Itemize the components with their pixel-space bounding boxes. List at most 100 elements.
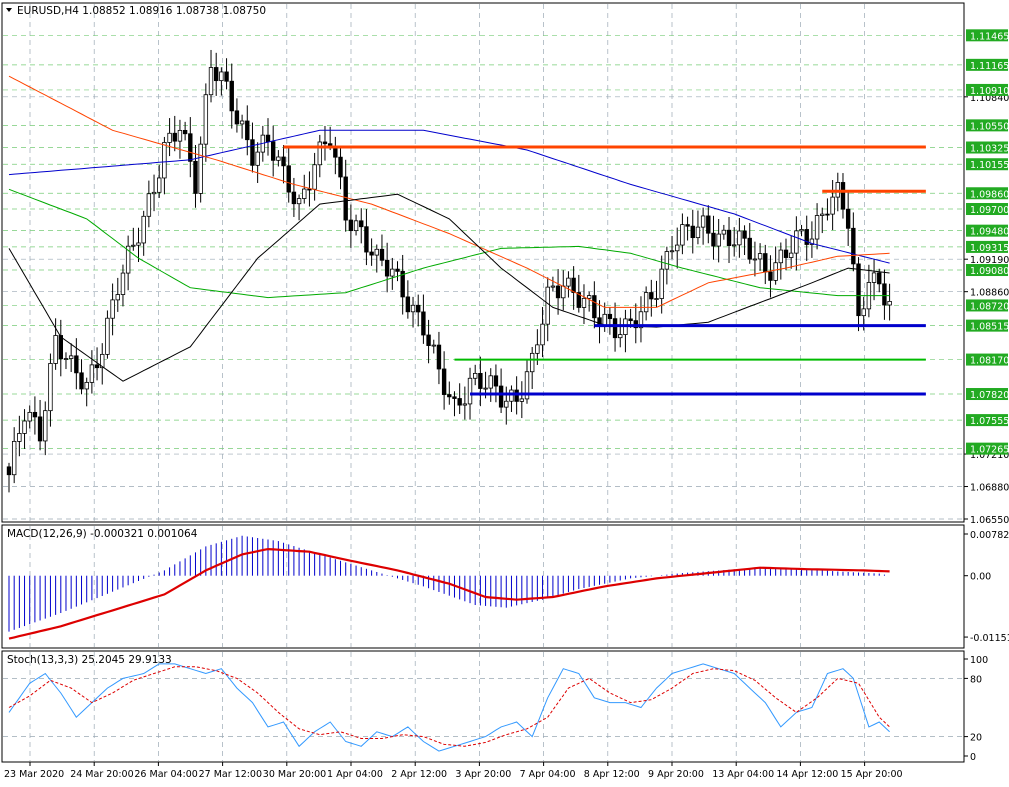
candle-bull[interactable] [203,94,209,145]
candle-bull[interactable] [219,71,224,82]
candle-bear[interactable] [6,466,12,476]
candle-bear[interactable] [384,259,390,277]
candle-bull[interactable] [602,313,607,327]
candle-bull[interactable] [100,353,105,369]
candle-bull[interactable] [700,215,706,228]
candle-bear[interactable] [369,251,374,256]
candle-bear[interactable] [416,304,421,313]
candle-bull[interactable] [22,420,27,434]
candle-bear[interactable] [307,188,312,191]
candle-bull[interactable] [136,242,141,246]
candle-bear[interactable] [286,165,291,193]
candle-bull[interactable] [814,215,820,240]
candle-bull[interactable] [752,258,758,261]
candle-bear[interactable] [193,160,198,194]
candle-bear[interactable] [172,132,177,142]
candle-bear[interactable] [711,232,716,247]
candle-bear[interactable] [877,272,882,285]
candle-bear[interactable] [436,344,442,370]
candle-bear[interactable] [94,364,100,369]
candle-bull[interactable] [669,250,675,253]
candle-bull[interactable] [157,177,162,193]
candle-bull[interactable] [788,252,794,258]
candle-bear[interactable] [343,176,348,221]
candle-bull[interactable] [141,215,146,244]
candle-bull[interactable] [462,403,468,406]
candle-bull[interactable] [820,213,825,216]
candle-bull[interactable] [887,300,892,306]
candle-bear[interactable] [405,296,411,313]
candle-bull[interactable] [643,292,649,313]
candle-bull[interactable] [483,387,488,390]
candle-bear[interactable] [514,389,519,402]
candle-bear[interactable] [245,120,250,141]
candle-bear[interactable] [234,110,240,125]
candle-bear[interactable] [250,139,255,166]
candles[interactable] [6,49,892,493]
candle-bear[interactable] [685,224,690,227]
candle-bull[interactable] [68,355,74,359]
candle-bear[interactable] [37,416,43,442]
candle-bear[interactable] [607,313,613,320]
candle-bull[interactable] [778,249,784,264]
candle-bull[interactable] [276,156,281,161]
candle-bull[interactable] [467,377,473,405]
candle-bull[interactable] [167,132,172,143]
candle-bull[interactable] [488,375,493,389]
candle-bull[interactable] [146,193,152,217]
candle-bear[interactable] [851,227,856,265]
candle-bear[interactable] [359,220,364,228]
candle-bear[interactable] [726,229,732,246]
candle-bull[interactable] [716,233,721,247]
candle-bear[interactable] [856,263,861,317]
horizontal-levels[interactable] [283,145,926,396]
candle-bull[interactable] [773,262,778,281]
macd-panel[interactable]: 0.007824 0.00 -0.011512 [1,524,1009,649]
candle-bear[interactable] [783,249,789,258]
candle-bear[interactable] [804,229,809,245]
candle-bear[interactable] [364,226,369,253]
candle-bear[interactable] [379,248,385,261]
candle-bear[interactable] [649,292,654,300]
candle-bear[interactable] [58,335,63,360]
candle-bull[interactable] [89,364,95,383]
candle-bull[interactable] [732,244,737,247]
candle-bear[interactable] [452,396,457,399]
candle-bull[interactable] [125,245,131,274]
candle-bull[interactable] [410,304,416,313]
candle-bull[interactable] [581,297,587,308]
candle-bull[interactable] [353,220,359,232]
candle-bull[interactable] [675,244,680,252]
candle-bull[interactable] [618,334,623,339]
candle-bear[interactable] [270,141,276,161]
candle-bear[interactable] [478,372,483,389]
candle-bull[interactable] [519,398,525,402]
candle-bear[interactable] [213,67,219,82]
candle-bull[interactable] [296,198,302,205]
candle-bear[interactable] [338,156,343,178]
candle-bull[interactable] [835,182,840,198]
candle-bear[interactable] [845,208,851,229]
candle-bull[interactable] [120,272,126,295]
candle-bull[interactable] [529,352,535,373]
candle-bear[interactable] [291,191,297,205]
candle-bear[interactable] [441,368,447,395]
candle-bear[interactable] [421,311,426,336]
candle-bear[interactable] [348,219,354,232]
candle-bear[interactable] [182,129,188,135]
candle-bull[interactable] [509,389,514,402]
candle-bear[interactable] [612,318,618,339]
candle-bull[interactable] [390,268,395,277]
candle-bull[interactable] [757,253,763,260]
candle-bull[interactable] [830,196,835,215]
candle-bear[interactable] [322,141,328,145]
candle-bull[interactable] [737,230,742,246]
candle-bull[interactable] [43,410,48,442]
candle-bull[interactable] [561,285,566,299]
candle-bull[interactable] [302,188,307,199]
candle-bull[interactable] [695,226,701,239]
candle-bear[interactable] [555,285,561,299]
candle-bear[interactable] [188,133,193,162]
